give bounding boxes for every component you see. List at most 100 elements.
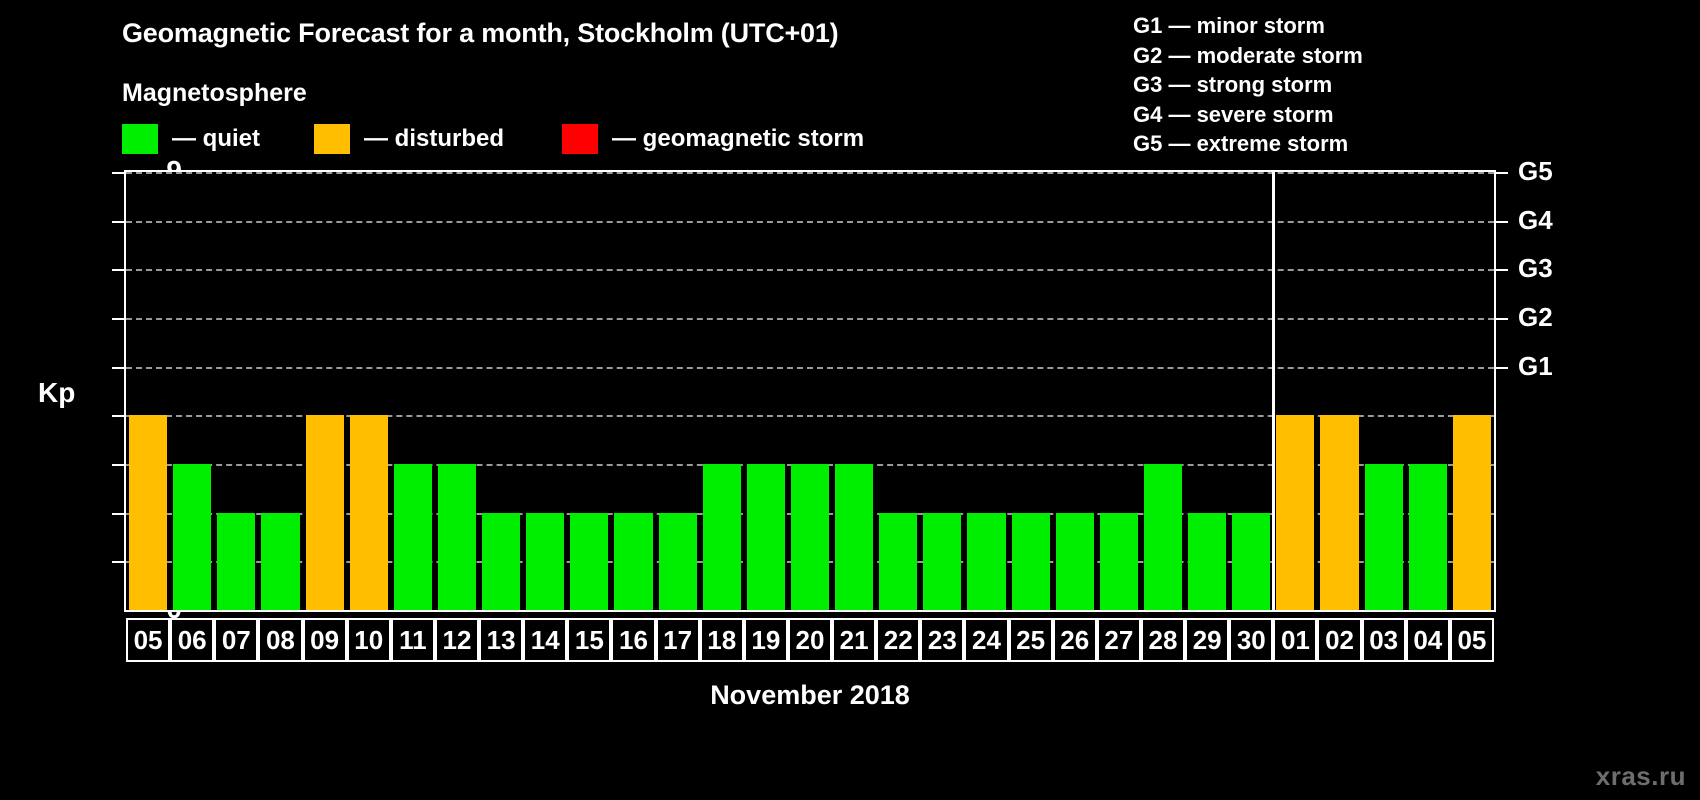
g-tick-label-g2: G2	[1518, 302, 1553, 332]
gridline-kp-4	[126, 415, 1494, 418]
bar-05	[129, 415, 168, 610]
chart-plot-area	[124, 170, 1496, 612]
date-label-23: 28	[1140, 618, 1186, 662]
bar-13	[482, 512, 521, 610]
date-label-4: 09	[302, 618, 347, 662]
legend-heading: Magnetosphere	[122, 79, 307, 107]
bar-29	[1188, 512, 1227, 610]
date-label-1: 06	[170, 618, 215, 662]
g-tick-label-g3: G3	[1518, 253, 1553, 284]
x-axis-title: November 2018	[710, 680, 910, 710]
gridline-kp-7	[126, 269, 1494, 272]
bar-06	[173, 464, 212, 610]
bar-08	[261, 512, 300, 610]
gridline-kp-8	[126, 220, 1494, 223]
g-tick-mark-g5	[1496, 172, 1508, 174]
bar-27	[1099, 512, 1138, 610]
bar-28	[1143, 464, 1183, 610]
g-scale-legend: G1 — minor storm G2 — moderate storm G3 …	[1133, 11, 1363, 159]
date-label-15: 20	[787, 618, 833, 662]
date-label-17: 22	[876, 618, 921, 662]
bar-11	[393, 464, 432, 610]
date-label-18: 23	[920, 618, 965, 662]
gridline-kp-5	[126, 366, 1494, 369]
y-tick-mark-7	[112, 269, 124, 272]
bar-17	[658, 512, 697, 610]
date-label-27: 02	[1317, 618, 1362, 662]
bar-22	[879, 512, 918, 610]
y-tick-mark-8	[112, 220, 124, 223]
bar-30	[1232, 512, 1271, 610]
bar-07	[217, 512, 256, 610]
gridline-kp-9	[126, 172, 1494, 174]
bar-09	[305, 415, 344, 610]
date-label-22: 27	[1096, 618, 1141, 662]
magnetosphere-legend: — quiet — disturbed — geomagnetic storm	[122, 123, 864, 155]
bar-15	[570, 512, 609, 610]
date-label-14: 19	[743, 618, 788, 662]
date-label-5: 10	[346, 618, 391, 662]
g-tick-label-g4: G4	[1518, 204, 1553, 235]
date-label-21: 26	[1052, 618, 1097, 662]
bar-18	[702, 464, 741, 610]
y-tick-mark-3	[112, 464, 124, 466]
date-label-30: 05	[1449, 618, 1494, 662]
date-label-20: 25	[1008, 618, 1053, 662]
bar-12	[437, 464, 477, 610]
date-label-3: 08	[258, 618, 303, 662]
y-axis-title: Kp	[38, 377, 76, 408]
watermark: xras.ru	[1595, 761, 1686, 791]
bar-21	[835, 464, 874, 610]
y-tick-mark-6	[112, 318, 124, 320]
date-label-11: 16	[611, 618, 656, 662]
date-label-19: 24	[964, 618, 1009, 662]
date-label-0: 05	[126, 618, 171, 662]
legend-label-disturbed: — disturbed	[364, 125, 505, 152]
bar-20	[790, 464, 830, 610]
bar-10	[349, 415, 388, 610]
bar-23	[923, 512, 962, 610]
g-tick-mark-g2	[1496, 318, 1508, 320]
g-scale-legend-line-g3: G3 — strong storm	[1133, 72, 1333, 97]
legend-swatch-disturbed-icon	[314, 124, 350, 154]
date-label-2: 07	[214, 618, 259, 662]
bar-26	[1055, 512, 1094, 610]
g-tick-mark-g1	[1496, 366, 1508, 369]
bar-05	[1452, 415, 1491, 610]
page-title: Geomagnetic Forecast for a month, Stockh…	[122, 18, 839, 48]
date-label-6: 11	[390, 618, 435, 662]
legend-swatch-storm-icon	[562, 124, 599, 154]
bar-16	[614, 512, 653, 610]
g-scale-legend-line-g4: G4 — severe storm	[1133, 101, 1334, 127]
y-tick-mark-5	[112, 366, 124, 369]
date-label-8: 13	[479, 618, 524, 662]
bar-02	[1320, 415, 1359, 610]
g-tick-mark-g3	[1496, 269, 1508, 272]
date-label-7: 12	[434, 618, 480, 662]
date-label-12: 17	[655, 618, 700, 662]
date-label-13: 18	[699, 618, 744, 662]
bars-layer	[126, 172, 1494, 610]
legend-item-disturbed: — disturbed	[314, 124, 504, 154]
g-tick-label-g5: G5	[1518, 156, 1553, 186]
bar-19	[746, 464, 785, 610]
legend-label-geomagnetic-storm: — geomagnetic storm	[612, 125, 865, 152]
g-tick-label-g1: G1	[1518, 350, 1553, 381]
x-axis-date-labels: 05 06 07 08 09 10 11 12 13 14 15 16 17 18 19 20 21 22 23 24…	[124, 618, 1496, 662]
y-tick-mark-4	[112, 415, 124, 418]
bar-25	[1011, 512, 1050, 610]
g-tick-mark-g4	[1496, 220, 1508, 223]
bar-01	[1276, 415, 1315, 610]
y-tick-mark-9	[112, 172, 124, 174]
date-label-29: 04	[1405, 618, 1450, 662]
gridline-kp-6	[126, 318, 1494, 320]
y-tick-mark-2	[112, 512, 124, 515]
date-label-26: 01	[1273, 618, 1318, 662]
y-tick-mark-1	[112, 561, 124, 564]
bar-24	[967, 512, 1006, 610]
bar-03	[1364, 464, 1403, 610]
legend-swatch-quiet-icon	[122, 124, 158, 154]
date-label-10: 15	[567, 618, 612, 662]
g-scale-legend-line-g5: G5 — extreme storm	[1133, 131, 1349, 156]
date-label-16: 21	[832, 618, 877, 662]
